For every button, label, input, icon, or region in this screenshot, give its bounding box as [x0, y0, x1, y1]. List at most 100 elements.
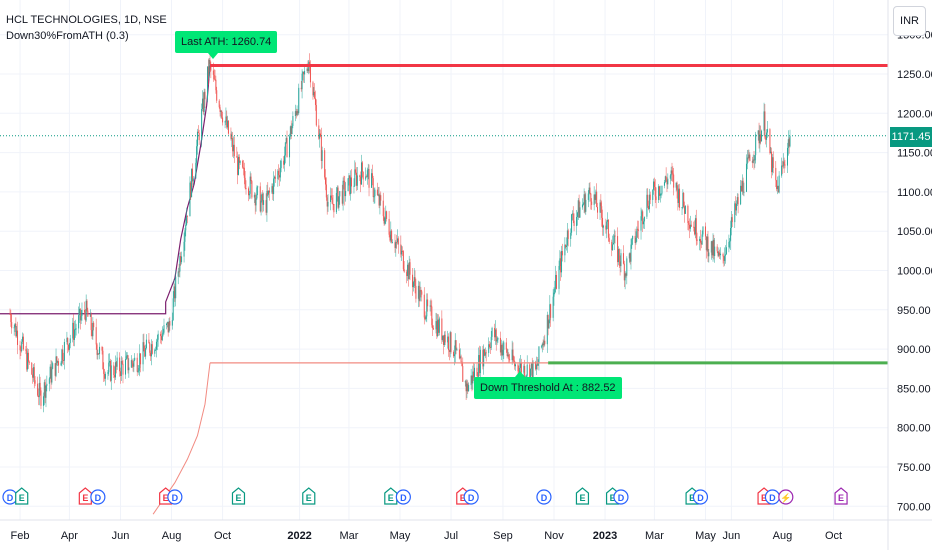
price-tick-label: 1050.00	[897, 226, 932, 238]
ath-trail-line	[0, 65, 211, 515]
candle-body	[642, 211, 644, 225]
candle-body	[771, 151, 773, 173]
candle-body	[625, 273, 627, 276]
candle-body	[397, 238, 399, 245]
candle-body	[730, 228, 732, 241]
candle-body	[265, 200, 267, 213]
candle-body	[72, 322, 74, 339]
candle-body	[359, 175, 361, 177]
dividend-event-icon: D	[2, 489, 18, 505]
candle-body	[132, 363, 134, 367]
candle-body	[462, 366, 464, 382]
candle-body	[583, 194, 585, 205]
candle-body	[505, 342, 507, 350]
candle-body	[501, 344, 503, 356]
candle-body	[259, 186, 261, 212]
candle-body	[489, 346, 491, 348]
candle-body	[236, 156, 238, 158]
time-tick-label: 2022	[287, 530, 311, 542]
indicator-legend[interactable]: Down30%FromATH (0.3)	[6, 30, 129, 42]
candle-body	[619, 261, 621, 267]
candle-body	[150, 352, 152, 357]
candle-body	[555, 275, 557, 289]
candle-body	[119, 357, 121, 372]
candle-body	[713, 239, 715, 256]
ath-label-text: Last ATH: 1260.74	[181, 36, 272, 48]
candle-body	[402, 250, 404, 252]
candle-body	[52, 363, 54, 369]
candle-body	[145, 348, 147, 357]
candle-body	[705, 236, 707, 251]
candle-body	[561, 251, 563, 256]
symbol-title[interactable]: HCL TECHNOLOGIES, 1D, NSE	[6, 14, 167, 26]
candle-body	[700, 242, 702, 245]
candle-body	[460, 356, 462, 363]
candle-body	[649, 194, 651, 200]
candle-body	[612, 244, 614, 251]
candle-body	[127, 355, 129, 371]
candle-body	[766, 129, 768, 133]
candle-body	[704, 226, 706, 237]
candle-body	[601, 206, 603, 218]
candle-body	[678, 188, 680, 203]
candle-body	[237, 157, 239, 175]
candle-body	[356, 175, 358, 186]
candle-body	[435, 321, 437, 330]
svg-text:E: E	[579, 493, 585, 503]
candle-body	[63, 360, 65, 362]
candle-body	[407, 264, 409, 276]
candle-body	[589, 187, 591, 194]
dividend-event-icon: D	[613, 489, 629, 505]
candle-body	[624, 273, 626, 281]
svg-text:D: D	[172, 493, 179, 503]
candle-body	[786, 147, 788, 166]
candle-body	[348, 175, 350, 179]
candle-body	[260, 200, 262, 212]
candle-body	[659, 193, 661, 196]
candle-body	[783, 161, 785, 165]
candle-body	[540, 346, 542, 348]
candle-body	[79, 308, 81, 321]
candle-body	[196, 131, 198, 147]
candle-body	[717, 251, 719, 256]
candle-body	[526, 364, 528, 376]
candle-body	[723, 256, 725, 261]
earnings-event-icon: E	[302, 487, 316, 505]
time-tick-label: Feb	[11, 530, 30, 542]
candle-body	[148, 339, 150, 344]
svg-text:E: E	[689, 493, 695, 503]
candle-body	[594, 194, 596, 200]
threshold-label: Down Threshold At : 882.52	[474, 371, 622, 399]
svg-text:E: E	[82, 493, 88, 503]
candle-body	[588, 187, 590, 194]
candle-body	[95, 327, 97, 345]
candle-body	[354, 169, 356, 186]
ath-trail-path	[0, 65, 211, 315]
candle-body	[432, 328, 434, 330]
candle-body	[761, 130, 763, 142]
candle-body	[535, 361, 537, 370]
candle-body	[294, 111, 296, 116]
candle-body	[298, 87, 300, 114]
candle-body	[477, 376, 479, 378]
candle-body	[280, 160, 282, 169]
candle-body	[162, 332, 164, 335]
candle-body	[472, 371, 474, 384]
candle-body	[754, 155, 756, 161]
candle-body	[402, 251, 404, 270]
candle-body	[274, 176, 276, 179]
candle-body	[157, 333, 159, 340]
candle-body	[479, 349, 481, 374]
candle-body	[250, 176, 252, 182]
svg-text:D: D	[7, 493, 14, 503]
earnings-event-icon: E	[15, 487, 29, 505]
candle-body	[285, 138, 287, 143]
currency-button[interactable]: INR	[893, 6, 926, 36]
candle-body	[373, 196, 375, 198]
candle-body	[20, 350, 22, 352]
candle-body	[640, 216, 642, 231]
candle-body	[579, 207, 581, 218]
candle-body	[543, 340, 545, 346]
candle-body	[456, 349, 458, 351]
